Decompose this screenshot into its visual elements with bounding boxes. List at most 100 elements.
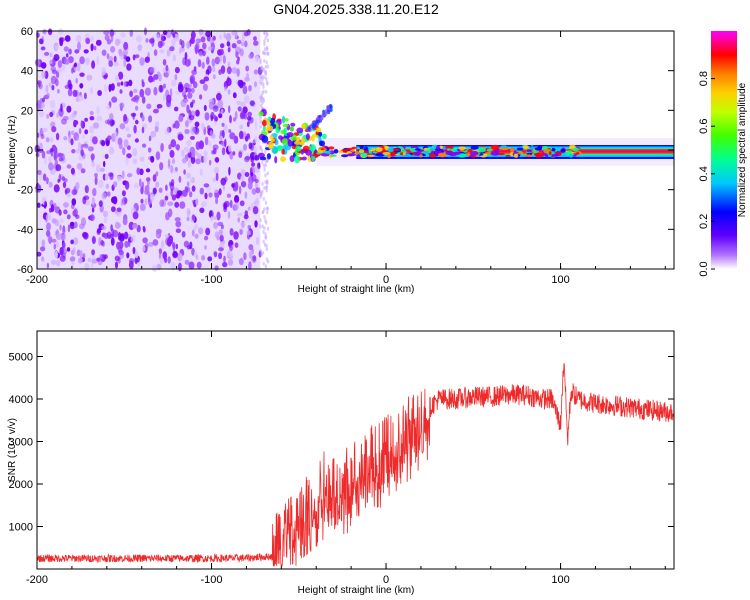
noise-speckle xyxy=(231,43,237,49)
noise-speckle xyxy=(90,35,94,42)
noise-speckle xyxy=(96,228,102,234)
heatmap-signal-region xyxy=(258,103,674,166)
noise-edge-speckle xyxy=(264,163,267,168)
noise-speckle xyxy=(199,168,203,176)
noise-speckle xyxy=(174,66,180,74)
carrier-blob xyxy=(423,150,429,155)
carrier-blob xyxy=(490,144,500,150)
noise-speckle xyxy=(123,139,129,148)
noise-speckle xyxy=(178,262,182,272)
noise-speckle xyxy=(46,222,51,231)
noise-speckle xyxy=(147,147,152,153)
noise-edge-speckle xyxy=(259,224,262,229)
onset-blob xyxy=(261,135,269,143)
noise-speckle xyxy=(226,66,232,75)
noise-speckle xyxy=(107,56,114,63)
noise-edge-speckle xyxy=(262,82,265,86)
carrier-blob xyxy=(320,148,325,151)
noise-speckle xyxy=(204,112,210,121)
noise-speckle xyxy=(201,122,205,131)
noise-speckle xyxy=(80,120,84,128)
noise-speckle xyxy=(75,182,80,190)
noise-speckle xyxy=(251,162,256,167)
noise-edge-speckle xyxy=(263,39,266,44)
noise-speckle xyxy=(111,119,116,126)
noise-speckle xyxy=(64,189,68,195)
noise-edge-speckle xyxy=(263,42,266,47)
noise-speckle xyxy=(254,220,258,228)
noise-speckle xyxy=(134,182,139,189)
noise-edge-speckle xyxy=(265,158,269,163)
spectrogram-y-axis-label: Frequency (Hz) xyxy=(7,116,18,185)
noise-speckle xyxy=(64,35,71,42)
noise-speckle xyxy=(237,217,241,223)
noise-speckle xyxy=(41,70,46,79)
noise-speckle xyxy=(70,249,75,256)
noise-speckle xyxy=(232,151,236,156)
noise-speckle xyxy=(248,53,254,60)
noise-speckle xyxy=(77,41,81,51)
noise-speckle xyxy=(135,119,139,125)
carrier-blob xyxy=(513,153,519,158)
carrier-blob xyxy=(341,154,349,158)
noise-speckle xyxy=(227,61,231,68)
noise-speckle xyxy=(119,123,126,130)
colorbar: 0.0 0.2 0.4 0.6 0.8 Normalized spectral ampl… xyxy=(698,31,748,277)
noise-speckle xyxy=(208,140,212,147)
noise-speckle xyxy=(105,183,110,189)
noise-speckle xyxy=(166,49,171,57)
carrier-blob xyxy=(354,150,360,155)
noise-edge-speckle xyxy=(264,200,268,205)
noise-speckle xyxy=(41,150,46,159)
noise-edge-speckle xyxy=(264,70,268,75)
noise-speckle xyxy=(71,149,76,154)
noise-speckle xyxy=(243,252,247,261)
y-tick-label: 5000 xyxy=(9,352,33,364)
noise-speckle xyxy=(68,48,72,55)
noise-speckle xyxy=(92,255,96,261)
onset-streak xyxy=(329,108,333,112)
noise-speckle xyxy=(53,243,56,250)
noise-speckle xyxy=(189,191,193,198)
noise-speckle xyxy=(186,149,191,154)
onset-streak xyxy=(312,124,316,129)
noise-speckle xyxy=(222,55,226,64)
noise-edge-speckle xyxy=(262,163,266,168)
noise-speckle xyxy=(116,241,121,250)
noise-speckle xyxy=(107,118,111,125)
noise-speckle xyxy=(61,234,65,240)
noise-speckle xyxy=(218,247,224,252)
noise-speckle xyxy=(226,193,231,198)
noise-speckle xyxy=(88,146,94,152)
noise-speckle xyxy=(109,146,115,155)
noise-speckle xyxy=(189,241,193,250)
noise-speckle xyxy=(164,195,169,201)
snr-plot-area xyxy=(37,331,674,569)
x-tick-label: -200 xyxy=(26,574,48,586)
noise-speckle xyxy=(213,222,219,229)
noise-speckle xyxy=(248,116,254,124)
noise-speckle xyxy=(89,214,95,222)
noise-speckle xyxy=(110,46,116,53)
noise-speckle xyxy=(139,156,145,162)
noise-speckle xyxy=(46,150,51,155)
noise-edge-speckle xyxy=(263,58,266,63)
onset-blob xyxy=(269,135,274,140)
noise-edge-speckle xyxy=(265,47,269,52)
noise-speckle xyxy=(183,94,187,100)
noise-speckle xyxy=(176,190,183,196)
noise-speckle xyxy=(186,41,190,49)
snr-x-ticks: -200 -100 0 100 xyxy=(26,331,666,586)
noise-speckle xyxy=(37,169,42,176)
onset-streak xyxy=(329,103,333,108)
noise-speckle xyxy=(174,74,178,81)
noise-speckle xyxy=(80,149,85,157)
noise-speckle xyxy=(96,115,103,122)
noise-speckle xyxy=(191,87,195,94)
noise-speckle xyxy=(236,68,240,77)
carrier-blob xyxy=(469,150,479,156)
noise-edge-speckle xyxy=(264,149,267,154)
noise-speckle xyxy=(124,180,130,190)
noise-speckle xyxy=(254,81,257,88)
noise-speckle xyxy=(175,90,181,95)
